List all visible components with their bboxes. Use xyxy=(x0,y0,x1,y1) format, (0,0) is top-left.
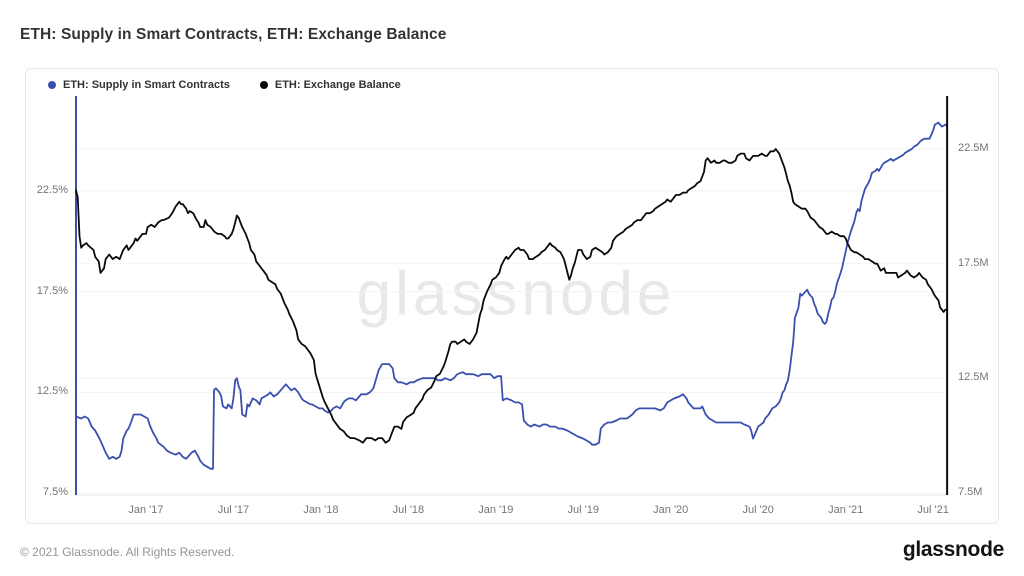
x-tick-label: Jul '21 xyxy=(917,504,949,516)
series-dot-icon xyxy=(48,81,56,89)
x-tick-label: Jan '18 xyxy=(303,504,339,516)
legend-label: ETH: Exchange Balance xyxy=(274,79,401,91)
chart-canvas[interactable] xyxy=(26,69,998,523)
y-left-tick-label: 7.5% xyxy=(42,485,68,498)
y-right-tick-label: 17.5M xyxy=(958,256,989,269)
x-tick-label: Jan '20 xyxy=(653,504,689,516)
legend-item-supply-in-smart-contracts[interactable]: ETH: Supply in Smart Contracts xyxy=(48,79,230,91)
page-title: ETH: Supply in Smart Contracts, ETH: Exc… xyxy=(20,26,447,43)
y-right-tick-label: 7.5M xyxy=(958,486,983,499)
y-left-tick-label: 22.5% xyxy=(36,184,68,197)
glassnode-logo: glassnode xyxy=(902,538,1004,561)
y-left-tick-label: 17.5% xyxy=(36,284,68,297)
legend: ETH: Supply in Smart Contracts ETH: Exch… xyxy=(48,79,401,91)
series-line-exchange-balance xyxy=(75,148,948,444)
x-tick-label: Jul '17 xyxy=(217,504,250,516)
y-left-tick-label: 12.5% xyxy=(36,385,68,398)
legend-label: ETH: Supply in Smart Contracts xyxy=(63,79,230,91)
footer-copyright: © 2021 Glassnode. All Rights Reserved. xyxy=(20,545,235,559)
series-line-supply-in-smart-contracts xyxy=(75,121,948,470)
y-right-tick-label: 22.5M xyxy=(958,142,989,154)
y-right-tick-label: 12.5M xyxy=(958,371,989,384)
series-dot-icon xyxy=(259,81,268,89)
x-tick-label: Jan '21 xyxy=(828,504,864,516)
x-tick-label: Jan '17 xyxy=(128,504,164,516)
chart-card: ETH: Supply in Smart Contracts ETH: Exch… xyxy=(25,68,999,524)
legend-item-exchange-balance[interactable]: ETH: Exchange Balance xyxy=(259,79,401,91)
x-tick-label: Jul '20 xyxy=(742,504,774,516)
x-tick-label: Jul '18 xyxy=(392,504,425,516)
x-tick-label: Jan '19 xyxy=(478,504,514,516)
x-tick-label: Jul '19 xyxy=(567,504,599,516)
